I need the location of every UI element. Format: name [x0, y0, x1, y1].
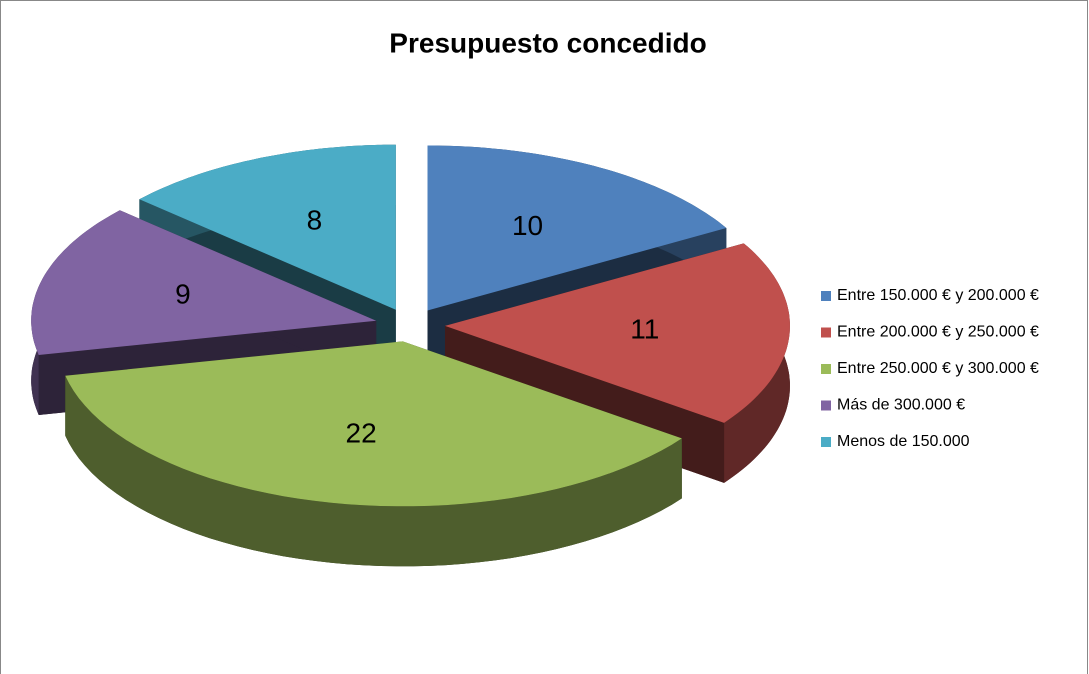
chart-title: Presupuesto concedido: [389, 27, 706, 58]
legend-swatch: [821, 437, 831, 447]
slice-top: [427, 145, 727, 311]
data-label: 11: [630, 313, 659, 344]
data-label: 22: [346, 417, 377, 448]
slice-top: [31, 210, 377, 355]
legend-label: Menos de 150.000: [837, 433, 970, 450]
legend-swatch: [821, 327, 831, 338]
slice-wall: [65, 375, 682, 567]
slice: 22: [65, 341, 682, 567]
legend-label: Entre 200.000 € y 250.000 €: [837, 324, 1039, 341]
slice-top: [139, 144, 396, 310]
legend-label: Entre 250.000 € y 300.000 €: [837, 360, 1039, 377]
slice-top: [65, 341, 682, 507]
legend-label: Entre 150.000 € y 200.000 €: [837, 287, 1039, 304]
data-label: 8: [307, 205, 323, 236]
legend-label: Más de 300.000 €: [837, 397, 965, 414]
legend-swatch: [821, 400, 831, 411]
slice-top: [445, 243, 790, 423]
data-label: 9: [175, 278, 191, 309]
data-label: 10: [512, 210, 543, 241]
legend-swatch: [821, 291, 831, 301]
legend-swatch: [821, 364, 831, 374]
